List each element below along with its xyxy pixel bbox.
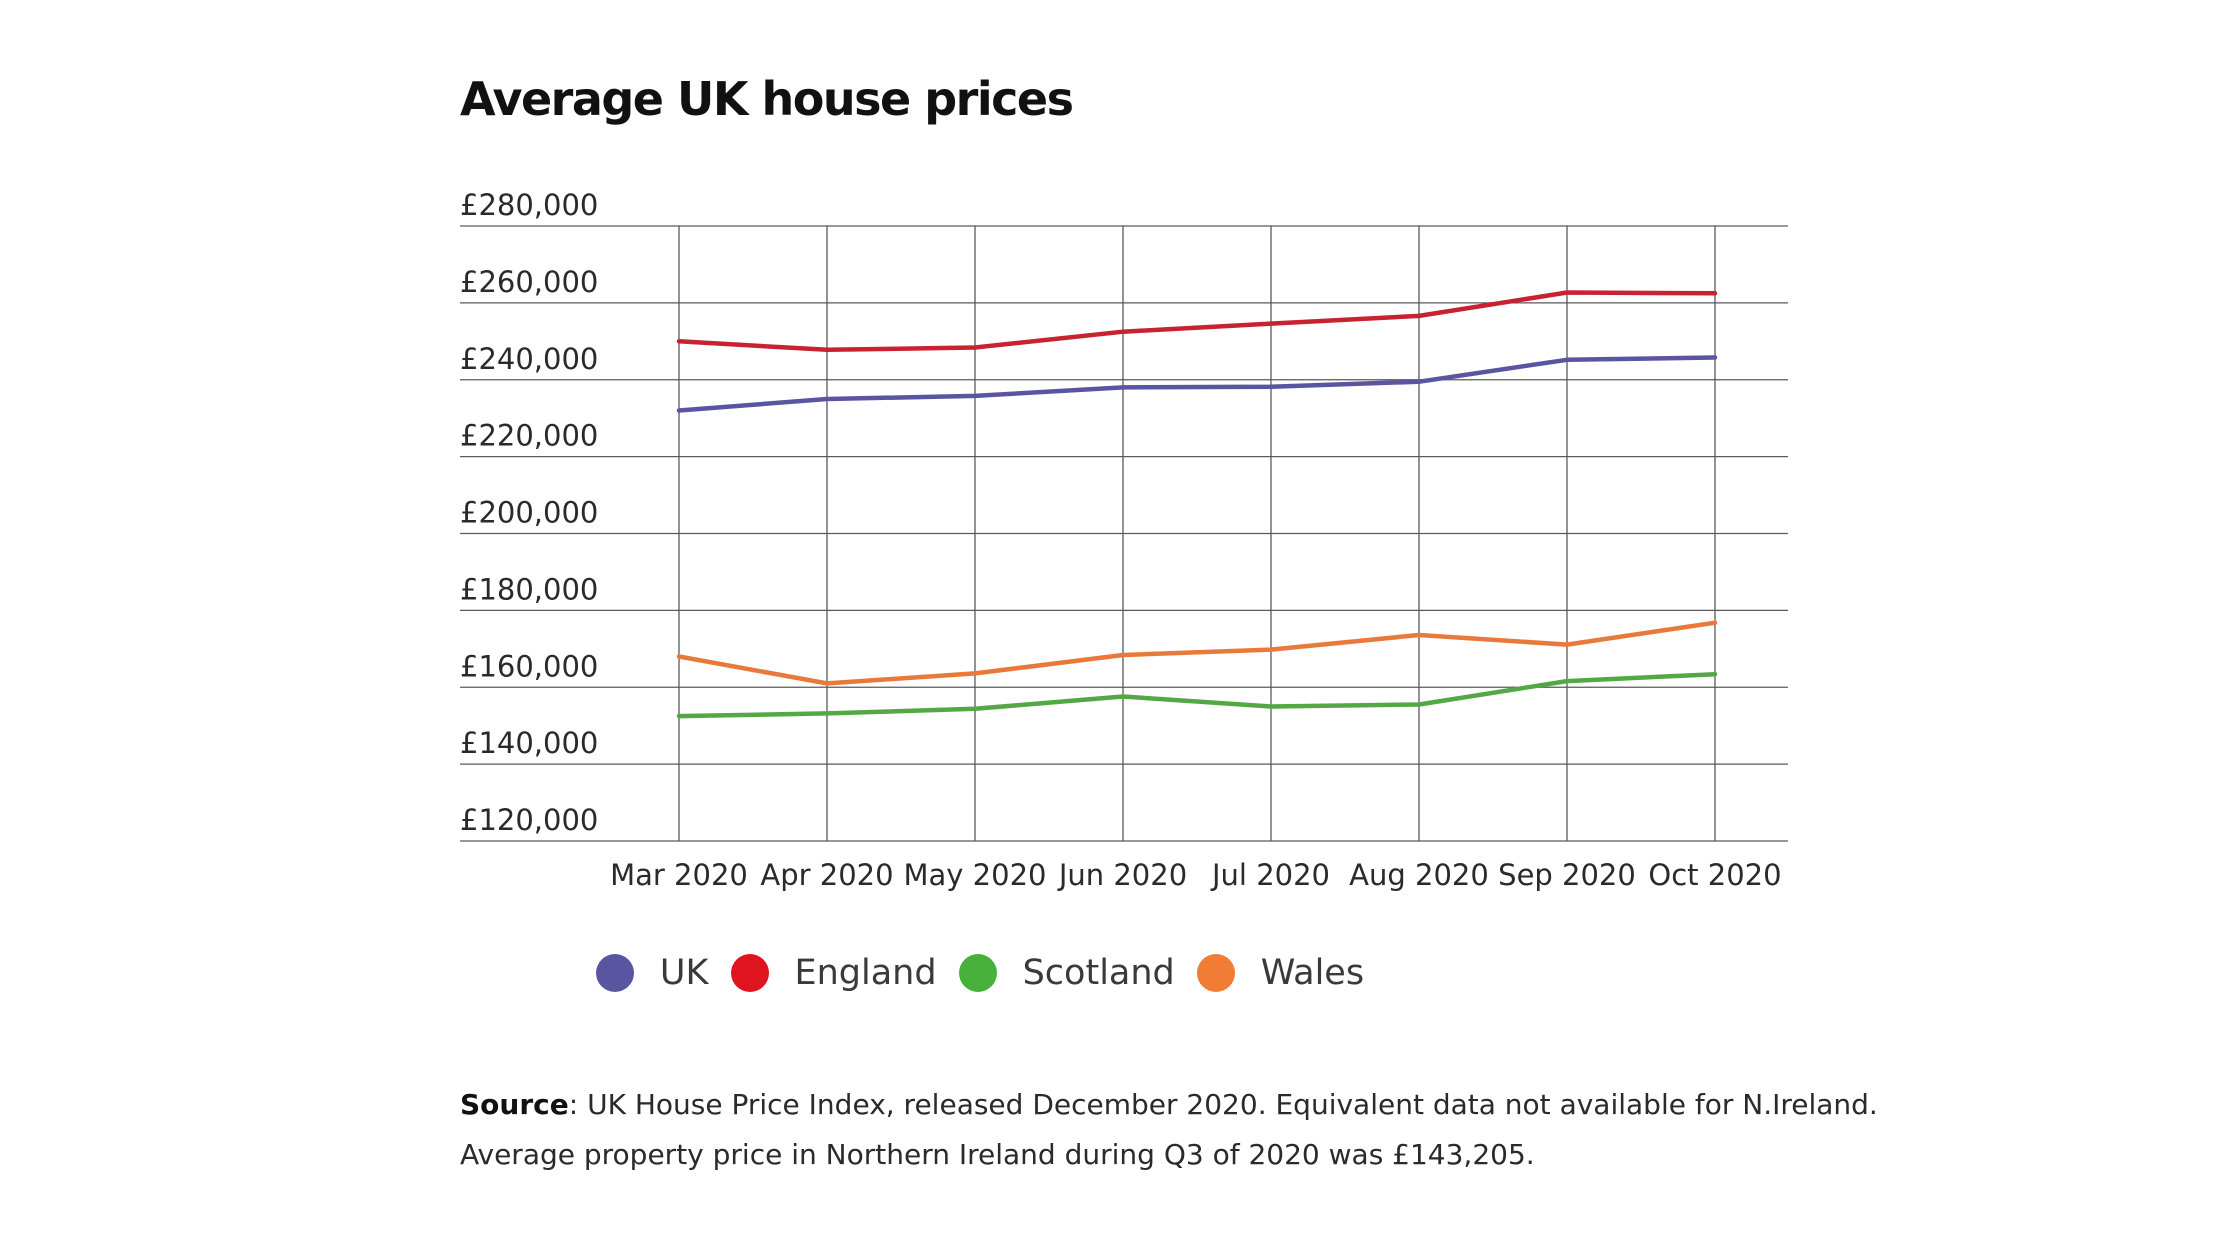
x-axis-tick-labels: Mar 2020 Apr 2020 May 2020 Jun 2020 Jul 2020… [610,858,1781,892]
legend-item-england: England [730,953,937,993]
source-note: Source: UK House Price Index, released D… [460,1080,1960,1180]
y-tick-label: £240,000 [460,342,598,376]
x-tick-label: Sep 2020 [1498,858,1636,892]
legend-item-uk: UK [595,953,709,993]
y-tick-label: £120,000 [460,803,598,837]
x-tick-label: May 2020 [904,858,1047,892]
legend-swatch-england [730,954,769,992]
legend-label-wales: Wales [1260,953,1365,993]
y-tick-label: £200,000 [460,496,598,530]
x-tick-label: Aug 2020 [1349,858,1489,892]
legend-swatch-scotland [958,954,997,992]
legend-label-uk: UK [659,953,709,993]
legend-item-scotland: Scotland [958,953,1175,993]
vertical-gridlines [678,226,1716,841]
horizontal-gridlines [460,225,1788,842]
y-tick-label: £140,000 [460,726,598,760]
legend-item-wales: Wales [1196,953,1365,993]
legend-swatch-uk [595,954,634,992]
x-tick-label: Jul 2020 [1210,858,1330,892]
legend-label-scotland: Scotland [1022,953,1175,993]
series-line-uk [676,355,1718,413]
x-tick-label: Apr 2020 [760,858,893,892]
source-line-2: Average property price in Northern Irela… [460,1138,1535,1171]
series-line-wales [676,620,1718,686]
chart-title: Average UK house prices [460,72,1074,126]
data-series [676,290,1718,719]
source-label: Source [460,1088,569,1121]
y-tick-label: £160,000 [460,649,598,683]
y-tick-label: £220,000 [460,419,598,453]
x-tick-label: Oct 2020 [1648,858,1781,892]
x-tick-label: Jun 2020 [1057,858,1187,892]
source-line-1: Source: UK House Price Index, released D… [460,1080,1960,1130]
y-tick-label: £180,000 [460,572,598,606]
y-tick-label: £260,000 [460,265,598,299]
y-axis-tick-labels: £120,000 £140,000 £160,000 £180,000 £200,000… [460,188,598,837]
y-tick-label: £280,000 [460,188,598,222]
legend-swatch-wales [1196,954,1235,992]
series-line-england [676,290,1718,353]
source-text: : UK House Price Index, released Decembe… [568,1088,1878,1121]
line-chart: £120,000 £140,000 £160,000 £180,000 £200,000… [460,188,1788,892]
legend: UK England Scotland Wales [0,953,1960,993]
x-tick-label: Mar 2020 [610,858,748,892]
legend-label-england: England [794,953,937,993]
series-line-scotland [676,671,1718,719]
